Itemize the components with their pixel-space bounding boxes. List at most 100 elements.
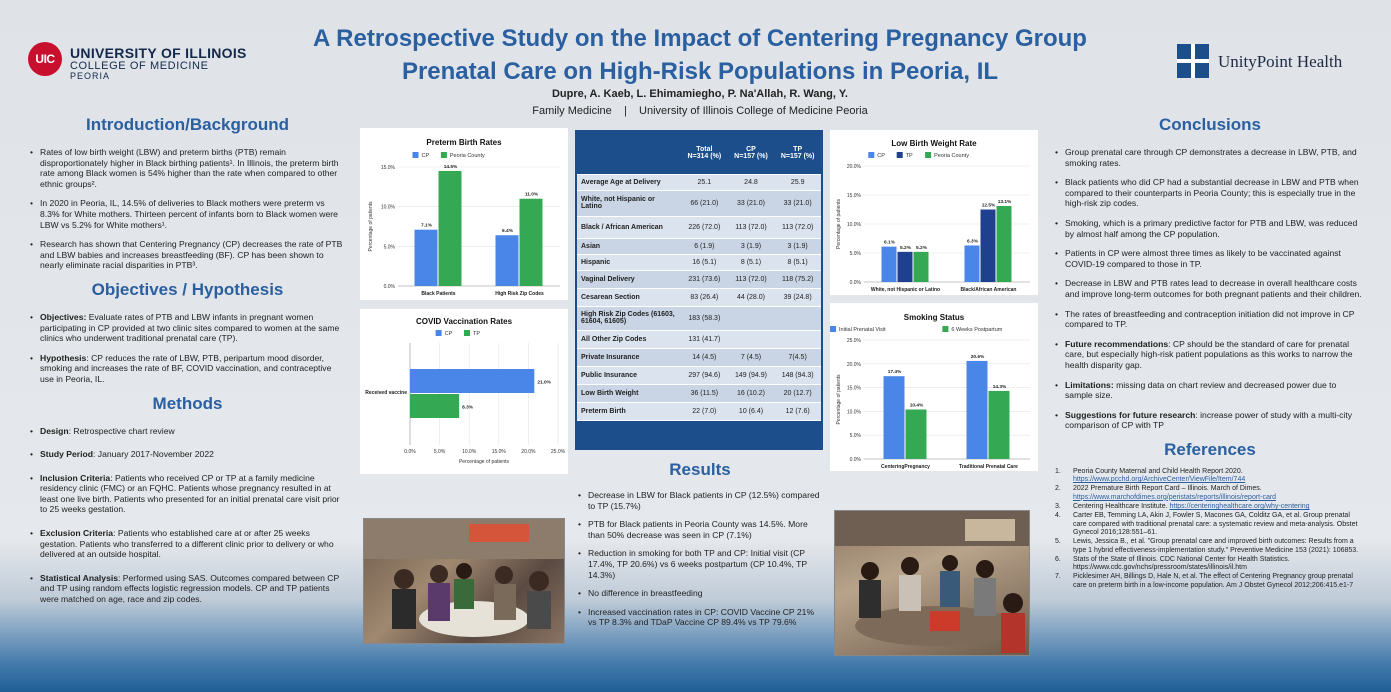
reference-text: Centering Healthcare Institute. bbox=[1073, 503, 1170, 511]
table-row: White, not Hispanic or Latino 66 (21.0) 33… bbox=[577, 190, 821, 217]
uic-line2: COLLEGE OF MEDICINE bbox=[70, 59, 209, 72]
reference-text: Carter EB, Temming LA, Akin J, Fowler S,… bbox=[1073, 512, 1358, 536]
table-cell: 16 (5.1) bbox=[681, 254, 728, 271]
list-item: Design: Retrospective chart review bbox=[30, 426, 345, 437]
chart-title: Preterm Birth Rates bbox=[426, 138, 502, 147]
reference-number: 1. bbox=[1055, 467, 1061, 475]
table-cell: 25.1 bbox=[681, 174, 728, 191]
table-cell: 39 (24.8) bbox=[774, 288, 821, 307]
table-row: All Other Zip Codes 131 (41.7) bbox=[577, 330, 821, 349]
list-item: Group prenatal care through CP demonstra… bbox=[1055, 147, 1365, 168]
y-tick-label: 5.0% bbox=[384, 244, 396, 250]
legend-label: Initial Prenatal Visit bbox=[839, 327, 886, 333]
table-row: Low Birth Weight 36 (11.5) 16 (10.2) 20 (12… bbox=[577, 384, 821, 403]
conclusions-heading: Conclusions bbox=[1158, 115, 1261, 134]
title-line1: A Retrospective Study on the Impact of C… bbox=[313, 25, 1087, 52]
table-row: Asian 6 (1.9) 3 (1.9) 3 (1.9) bbox=[577, 238, 821, 255]
list-item: Decrease in LBW and PTB rates lead to de… bbox=[1055, 278, 1365, 299]
list-item: Suggestions for future research: increas… bbox=[1055, 410, 1365, 431]
data-label: 5.2% bbox=[900, 245, 912, 251]
affiliation: Family Medicine | University of Illinois… bbox=[532, 105, 868, 117]
table-header-row: Total N=314 (%) CP N=157 (%) TP N=157 (%) bbox=[577, 132, 821, 175]
row-label: White, not Hispanic or Latino bbox=[577, 190, 681, 217]
row-label: Cesarean Section bbox=[577, 288, 681, 307]
unitypoint-wordmark: UnityPoint Health bbox=[1218, 52, 1343, 71]
table-cell: 3 (1.9) bbox=[774, 238, 821, 255]
objectives-list: Objectives: Evaluate rates of PTB and LB… bbox=[30, 312, 345, 385]
legend-swatch bbox=[868, 152, 875, 158]
bar bbox=[996, 206, 1012, 282]
references-heading: References bbox=[1164, 439, 1256, 459]
data-label: 12.5% bbox=[982, 203, 996, 209]
reference-number: 7. bbox=[1055, 573, 1061, 581]
preterm-chart: Preterm Birth Rates CP Peoria County 0.0% 5.… bbox=[368, 138, 560, 297]
table-cell: 8 (5.1) bbox=[727, 254, 775, 271]
reference-link[interactable]: https://centeringhealthcare.org/why-cent… bbox=[1169, 503, 1310, 511]
row-label: Asian bbox=[577, 238, 681, 255]
table-header-cell: Total N=314 (%) bbox=[681, 132, 728, 175]
list-item: Objectives: Evaluate rates of PTB and LB… bbox=[30, 312, 345, 344]
y-axis-label: Percentage of patients bbox=[368, 201, 374, 252]
bar bbox=[410, 369, 535, 393]
data-label: 6.1% bbox=[884, 240, 896, 246]
list-item: The rates of breastfeeding and contracep… bbox=[1055, 309, 1365, 330]
bar bbox=[495, 235, 519, 286]
list-item: PTB for Black patients in Peoria County … bbox=[578, 519, 825, 540]
x-tick-label: Black Patients bbox=[421, 291, 455, 297]
table-cell: 149 (94.9) bbox=[727, 366, 775, 385]
intro-list: Rates of low birth weight (LBW) and pret… bbox=[30, 147, 345, 271]
smoking-chart: Smoking Status Initial Prenatal Visit 6 We… bbox=[830, 313, 1030, 470]
table-cell bbox=[727, 330, 775, 349]
legend-swatch bbox=[440, 152, 447, 158]
y-tick-label: 0.0% bbox=[850, 457, 862, 463]
title-line2: Prenatal Care on High-Risk Populations i… bbox=[401, 58, 999, 85]
y-tick-label: 10.0% bbox=[381, 205, 396, 211]
row-label: High Risk Zip Codes (61603, 61604, 61605… bbox=[577, 306, 681, 331]
x-tick-label: 10.0% bbox=[462, 449, 477, 455]
table-cell: 131 (41.7) bbox=[681, 330, 728, 349]
bar bbox=[438, 170, 462, 286]
table-cell: 12 (7.6) bbox=[774, 402, 821, 421]
list-item: In 2020 in Peoria, IL, 14.5% of deliveri… bbox=[30, 198, 345, 230]
table-header-cell bbox=[577, 132, 681, 175]
bar bbox=[883, 376, 905, 459]
data-label: 5.2% bbox=[916, 245, 928, 251]
list-item: Increased vaccination rates in CP: COVID… bbox=[578, 607, 825, 628]
table-cell: 226 (72.0) bbox=[681, 216, 728, 239]
row-label: Low Birth Weight bbox=[577, 384, 681, 403]
table-cell: 20 (12.7) bbox=[774, 384, 821, 403]
list-item: Smoking, which is a primary predictive f… bbox=[1055, 218, 1365, 239]
reference-link[interactable]: https://www.pcchd.org/ArchiveCenter/View… bbox=[1073, 476, 1246, 484]
table-row: Black / African American 226 (72.0) 113 (7… bbox=[577, 216, 821, 239]
reference-number: 5. bbox=[1055, 538, 1061, 546]
authors: Dupre, A. Kaeb, L. Ehimamiegho, P. Na'Al… bbox=[551, 88, 848, 100]
lbw-chart-panel: Low Birth Weight Rate CP TP Peoria County 0.… bbox=[830, 130, 1038, 295]
table-cell: 8 (5.1) bbox=[774, 254, 821, 271]
table-cell: 113 (72.0) bbox=[727, 270, 775, 289]
covid-chart: COVID Vaccination Rates CP TP 0.0% 5.0% 10.0%… bbox=[365, 317, 565, 465]
y-tick-label: 15.0% bbox=[381, 165, 396, 171]
uic-line3: PEORIA bbox=[70, 71, 111, 82]
reference-link[interactable]: https://www.marchofdimes.org/peristats/r… bbox=[1073, 493, 1277, 501]
table-header-cell: CP N=157 (%) bbox=[727, 132, 775, 175]
bar bbox=[966, 360, 988, 459]
y-tick-label: 0.0% bbox=[384, 284, 396, 290]
data-label: 17.4% bbox=[888, 369, 902, 375]
table-row: Vaginal Delivery 231 (73.6) 113 (72.0) 118 … bbox=[577, 270, 821, 289]
reference-item: 4. Carter EB, Temming LA, Akin J, Fowler … bbox=[1055, 512, 1365, 537]
table-cell: 14 (4.5) bbox=[681, 348, 728, 367]
table-cell: 113 (72.0) bbox=[727, 216, 775, 239]
data-label: 13.1% bbox=[998, 199, 1012, 205]
table-cell: 25.9 bbox=[774, 174, 821, 191]
reference-item: 1. Peoria County Maternal and Child Healt… bbox=[1055, 468, 1365, 485]
data-label: 20.6% bbox=[971, 354, 985, 360]
table-row: Average Age at Delivery 25.1 24.8 25.9 bbox=[577, 174, 821, 191]
reference-text: Stats of the State of Illinois. CDC Nati… bbox=[1073, 555, 1290, 572]
table-header-cell: TP N=157 (%) bbox=[774, 132, 821, 175]
row-label: Hispanic bbox=[577, 254, 681, 271]
y-tick-label: Received vaccine bbox=[365, 390, 407, 396]
row-label: Preterm Birth bbox=[577, 402, 681, 421]
y-tick-label: 15.0% bbox=[847, 193, 862, 199]
y-tick-label: 15.0% bbox=[847, 386, 862, 392]
y-axis-label: Percentage of patients bbox=[836, 198, 842, 249]
